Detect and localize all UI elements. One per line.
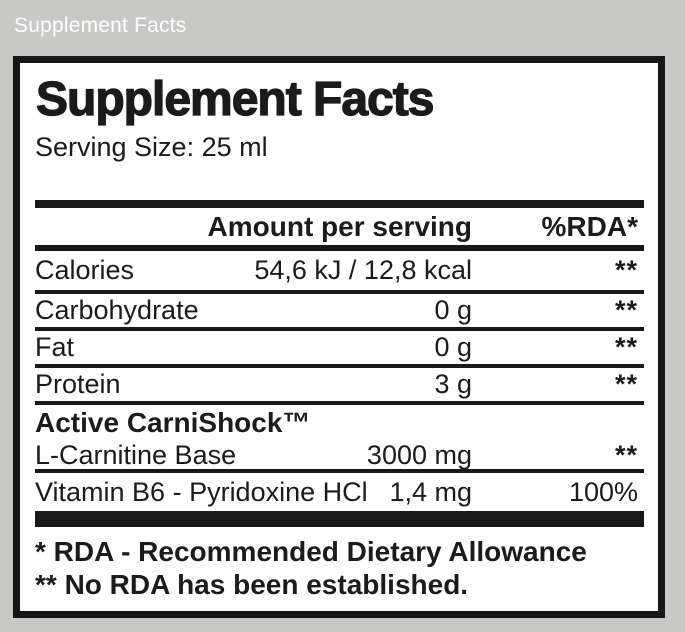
active-label: L-Carnitine Base	[35, 440, 237, 470]
rule-under-header	[35, 245, 644, 251]
serving-size: Serving Size: 25 ml	[35, 132, 268, 162]
table-row: Fat 0 g **	[35, 331, 644, 364]
nutrient-amount: 54,6 kJ / 12,8 kcal	[254, 255, 472, 285]
nutrient-amount: 0 g	[434, 295, 472, 325]
rule-top-thick	[35, 200, 644, 208]
active-amount: 1,4 mg	[389, 476, 472, 507]
row-divider	[35, 327, 644, 331]
nutrient-amount: 0 g	[434, 332, 472, 362]
table-header-row: Amount per serving %RDA*	[35, 208, 644, 245]
table-row: Protein 3 g **	[35, 368, 644, 401]
rule-bottom-heavy	[35, 511, 644, 527]
table-row: Carbohydrate 0 g **	[35, 294, 644, 327]
supplement-facts-panel: Supplement Facts Serving Size: 25 ml Amo…	[13, 56, 665, 618]
nutrient-label: Carbohydrate	[35, 295, 199, 325]
row-divider	[35, 364, 644, 368]
table-row: L-Carnitine Base 3000 mg **	[35, 440, 644, 470]
nutrient-rda: **	[614, 332, 638, 362]
table-row: Calories 54,6 kJ / 12,8 kcal **	[35, 251, 644, 290]
panel-title: Supplement Facts	[35, 73, 435, 126]
nutrient-label: Protein	[35, 369, 121, 399]
nutrient-label: Fat	[35, 332, 75, 362]
nutrient-amount: 3 g	[434, 369, 472, 399]
footnote-rda: * RDA - Recommended Dietary Allowance	[35, 536, 587, 567]
nutrient-rda: **	[614, 255, 638, 285]
active-rda: 100%	[568, 476, 638, 507]
active-rda: **	[614, 440, 638, 470]
column-header-rda: %RDA*	[541, 210, 638, 242]
active-amount: 3000 mg	[366, 440, 472, 470]
table-row: Vitamin B6 - Pyridoxine HCl 1,4 mg 100%	[35, 473, 644, 511]
nutrient-rda: **	[614, 369, 638, 399]
page-caption: Supplement Facts	[14, 14, 187, 37]
section-header-active-carnishock: Active CarniShock™	[35, 406, 311, 438]
footnote-no-rda: ** No RDA has been established.	[35, 569, 469, 600]
active-label: Vitamin B6 - Pyridoxine HCl	[35, 476, 368, 507]
nutrient-label: Calories	[35, 255, 135, 285]
row-divider	[35, 401, 644, 405]
column-header-amount: Amount per serving	[207, 210, 472, 242]
row-divider	[35, 290, 644, 294]
row-divider	[35, 469, 644, 473]
nutrient-rda: **	[614, 295, 638, 325]
